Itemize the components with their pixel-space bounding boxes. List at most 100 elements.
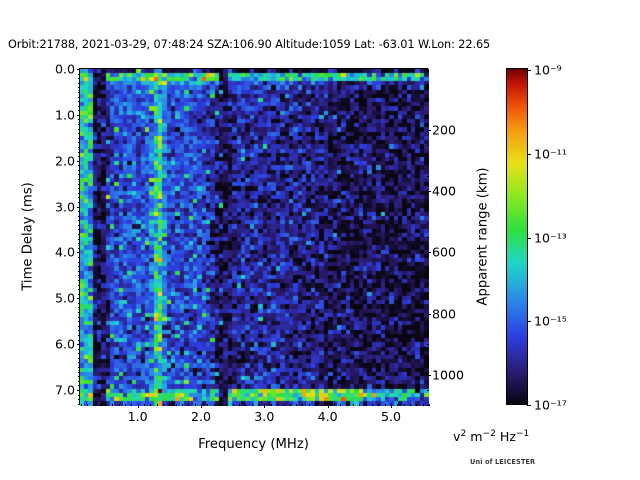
x-axis-minor-tick (410, 404, 411, 406)
y-axis-minor-tick (78, 312, 80, 313)
y-axis-tick-label: 4.0 (54, 244, 75, 260)
y2-axis-major-tick (427, 252, 431, 254)
x-axis-minor-tick (384, 404, 386, 406)
y-axis-minor-tick (78, 101, 80, 103)
y-axis-minor-tick (78, 174, 80, 176)
ionogram-axes[interactable]: 1.0 2.0 3.0 4.0 5.0 0.0 1.0 2.0 3.0 4.0 5.0 6.0 7.0 2… (55, 62, 464, 425)
y-axis-minor-tick (78, 321, 80, 323)
y-axis-minor-tick (78, 266, 80, 268)
y2-axis-major-tick (427, 130, 431, 132)
y-axis-minor-tick (78, 165, 80, 167)
institution-credit: Uni of LEICESTER (470, 458, 536, 466)
y-axis-minor-tick (78, 289, 80, 291)
y-axis-minor-tick (78, 220, 80, 222)
y2-axis-minor-tick (427, 359, 429, 361)
x-axis-tick-label: 4.0 (317, 409, 338, 424)
x-axis-minor-tick (321, 404, 323, 406)
y-axis-tick-label: 0.0 (54, 61, 75, 77)
x-axis-minor-tick (169, 404, 171, 406)
y-axis-minor-tick (78, 183, 80, 185)
colorbar-tick (527, 70, 531, 71)
colorbar-units-base2: m (466, 429, 483, 444)
x-axis-minor-tick (378, 404, 380, 406)
y2-axis-title: Apparent range (km) (474, 68, 492, 405)
y2-axis-minor-tick (427, 390, 429, 392)
y-axis-minor-tick (78, 348, 80, 350)
y2-axis-major-tick (427, 191, 431, 193)
x-axis-minor-tick (194, 404, 196, 406)
colorbar[interactable]: 10⁻⁹ 10⁻¹¹ 10⁻¹³ 10⁻¹⁵ 10⁻¹⁷ (506, 63, 567, 413)
y-axis-minor-tick (78, 394, 80, 396)
y-axis-minor-tick (78, 247, 80, 249)
x-axis-minor-tick (150, 404, 152, 406)
y-axis-minor-tick (78, 124, 80, 126)
x-axis-minor-tick (333, 404, 335, 406)
y2-axis-minor-tick (427, 114, 429, 116)
x-axis-minor-tick (403, 404, 405, 406)
y-axis-minor-tick (78, 279, 80, 281)
y-axis-minor-tick (78, 399, 80, 401)
y2-axis-tick-label: 800 (432, 306, 457, 322)
x-axis-minor-tick (302, 404, 304, 406)
x-axis-minor-tick (283, 404, 285, 406)
colorbar-tick-label: 10⁻¹⁵ (534, 313, 567, 329)
y2-axis-minor-tick (427, 283, 429, 285)
y-axis-minor-tick (78, 234, 80, 236)
y2-axis-tick-label: 400 (432, 183, 457, 199)
spectrogram-heatmap[interactable] (80, 69, 429, 406)
y-axis-major-tick (76, 252, 80, 254)
x-axis-title-label: Frequency (MHz) (198, 437, 309, 452)
y-axis-major-tick (76, 114, 80, 116)
y2-axis-minor-tick (427, 221, 429, 223)
colorbar-units-base3: Hz (495, 429, 516, 444)
y2-axis-minor-tick (427, 405, 429, 407)
y-axis-major-tick (76, 389, 80, 391)
y-axis-major-tick (76, 69, 80, 70)
y2-axis-minor-tick (427, 84, 429, 86)
x-axis-minor-tick (213, 404, 215, 406)
y-axis-minor-tick (78, 362, 80, 364)
x-axis-minor-tick (226, 404, 228, 406)
y2-axis-minor-tick (427, 99, 429, 101)
y-axis-minor-tick (78, 330, 80, 332)
y-axis-minor-tick (78, 146, 80, 148)
y-axis-minor-tick (78, 403, 80, 405)
y-axis-minor-tick (78, 110, 80, 112)
y-axis-minor-tick (78, 105, 80, 107)
y-axis-minor-tick (78, 128, 80, 130)
x-axis-minor-tick (270, 404, 272, 406)
x-axis-minor-tick (251, 404, 253, 406)
y-axis-minor-tick (78, 133, 80, 135)
y-axis-major-tick (76, 344, 80, 346)
y-axis-minor-tick (78, 151, 80, 153)
y-axis-minor-tick (78, 82, 80, 84)
x-axis-minor-tick (314, 404, 316, 406)
x-axis-minor-tick (86, 404, 88, 406)
x-axis-tick-label: 3.0 (254, 409, 275, 424)
x-axis-minor-tick (295, 404, 297, 406)
y2-axis-minor-tick (427, 206, 429, 208)
y-axis-minor-tick (78, 325, 80, 327)
x-axis-tick-label: 2.0 (190, 409, 211, 424)
x-axis-major-tick (327, 404, 329, 408)
y-axis-minor-tick (78, 192, 80, 194)
x-axis-minor-tick (289, 404, 291, 406)
y-axis-tick-label: 7.0 (54, 382, 75, 398)
y-axis-minor-tick (78, 215, 80, 217)
y2-axis-major-tick (427, 313, 431, 315)
y-axis-minor-tick (78, 339, 80, 341)
y-axis-minor-tick (78, 380, 80, 382)
y-axis-minor-tick (78, 224, 80, 226)
y-axis-tick-label: 3.0 (54, 199, 75, 215)
page-title: Orbit:21788, 2021-03-29, 07:48:24 SZA:10… (8, 38, 491, 51)
x-axis-major-tick (264, 404, 266, 408)
x-axis-minor-tick (397, 404, 399, 406)
y-axis-major-tick (76, 160, 80, 162)
x-axis-title: Frequency (MHz) (79, 437, 428, 452)
x-axis-minor-tick (156, 404, 158, 406)
y-axis-minor-tick (78, 137, 80, 139)
y-axis-minor-tick (78, 353, 80, 355)
x-axis-minor-tick (276, 404, 278, 406)
colorbar-tick (527, 321, 531, 323)
